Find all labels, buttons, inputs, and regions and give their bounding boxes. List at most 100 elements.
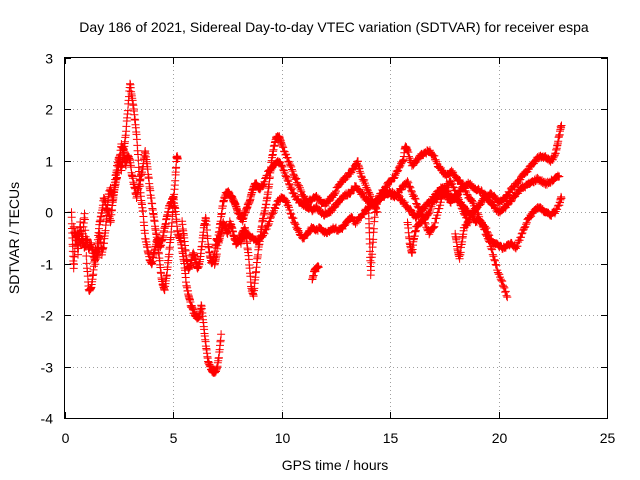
- data-point: [268, 208, 277, 217]
- data-point: [468, 197, 477, 206]
- data-point: [358, 188, 366, 197]
- data-point: [368, 250, 377, 259]
- data-point: [430, 222, 439, 231]
- data-point: [217, 330, 226, 339]
- data-point: [522, 218, 531, 227]
- data-point: [272, 201, 280, 210]
- data-point: [281, 171, 290, 180]
- data-point: [485, 231, 494, 240]
- data-points: [67, 79, 566, 377]
- data-point: [407, 186, 416, 195]
- data-point: [289, 214, 298, 223]
- data-point: [404, 178, 413, 187]
- data-point: [436, 198, 445, 207]
- data-point: [420, 215, 429, 224]
- data-point: [455, 187, 464, 196]
- data-point: [493, 268, 502, 277]
- data-point: [431, 218, 439, 227]
- data-point: [490, 191, 499, 200]
- data-point: [466, 212, 475, 221]
- data-point: [425, 230, 434, 239]
- data-point: [294, 226, 303, 235]
- data-point: [259, 181, 267, 189]
- chart-title: Day 186 of 2021, Sidereal Day-to-day VTE…: [79, 19, 589, 35]
- data-point: [374, 196, 383, 204]
- data-point: [503, 293, 512, 302]
- data-point: [285, 206, 294, 214]
- data-point: [461, 204, 470, 213]
- data-point: [462, 220, 471, 229]
- data-point: [405, 182, 414, 191]
- data-point: [413, 202, 422, 211]
- data-point: [367, 266, 375, 275]
- data-point: [264, 221, 273, 230]
- axis-ticks: [65, 58, 608, 419]
- data-point: [513, 242, 522, 251]
- data-point: [517, 233, 525, 242]
- data-point: [553, 205, 562, 214]
- data-point: [491, 256, 499, 265]
- data-point: [261, 225, 270, 234]
- data-point: [331, 188, 340, 197]
- data-point: [452, 192, 461, 201]
- data-point: [425, 208, 434, 217]
- data-point: [295, 181, 304, 190]
- data-point: [496, 275, 505, 284]
- data-point: [285, 158, 293, 166]
- y-axis-label: SDTVAR / TECUs: [6, 182, 22, 294]
- data-point: [389, 174, 398, 183]
- data-point: [70, 260, 78, 269]
- data-point: [462, 221, 471, 230]
- data-point: [435, 204, 444, 213]
- data-point: [488, 245, 497, 254]
- y-tick-label: -3: [41, 360, 54, 376]
- data-point: [277, 161, 286, 170]
- data-point: [284, 201, 293, 210]
- data-point: [173, 154, 182, 163]
- data-point: [509, 193, 518, 202]
- data-point: [520, 223, 529, 232]
- data-point: [557, 121, 566, 130]
- data-point: [484, 230, 493, 239]
- data-point: [332, 187, 340, 196]
- data-point: [501, 287, 510, 296]
- data-point: [134, 156, 143, 165]
- data-point: [490, 255, 499, 264]
- data-point: [280, 166, 288, 175]
- data-point: [502, 291, 511, 300]
- data-point: [360, 175, 369, 184]
- plot-frame: [64, 57, 608, 419]
- x-tick-labels: 0 5 10 15 20 25: [62, 430, 616, 446]
- data-point: [429, 223, 438, 232]
- data-point: [266, 214, 275, 223]
- data-point: [283, 153, 292, 162]
- data-point: [477, 186, 486, 195]
- data-point: [293, 224, 302, 233]
- data-point: [394, 191, 403, 200]
- data-point: [345, 170, 354, 179]
- data-point: [285, 179, 293, 188]
- data-point: [365, 189, 374, 197]
- data-point: [499, 282, 508, 291]
- data-point: [296, 186, 305, 194]
- data-point: [287, 184, 296, 193]
- data-point: [366, 190, 374, 199]
- data-point: [436, 164, 445, 173]
- data-point: [290, 219, 299, 228]
- data-point: [326, 208, 335, 217]
- data-point: [292, 174, 301, 183]
- data-point: [465, 215, 474, 224]
- data-point: [260, 229, 269, 238]
- data-point: [514, 238, 523, 247]
- data-point: [548, 155, 557, 164]
- data-point: [557, 194, 566, 203]
- y-tick-label: -2: [41, 308, 54, 324]
- data-point: [373, 197, 382, 206]
- data-point: [279, 143, 288, 152]
- data-point: [278, 142, 287, 151]
- data-point: [369, 235, 378, 244]
- x-tick-label: 10: [275, 430, 291, 446]
- data-point: [404, 148, 413, 157]
- data-point: [394, 163, 403, 172]
- data-point: [263, 171, 272, 180]
